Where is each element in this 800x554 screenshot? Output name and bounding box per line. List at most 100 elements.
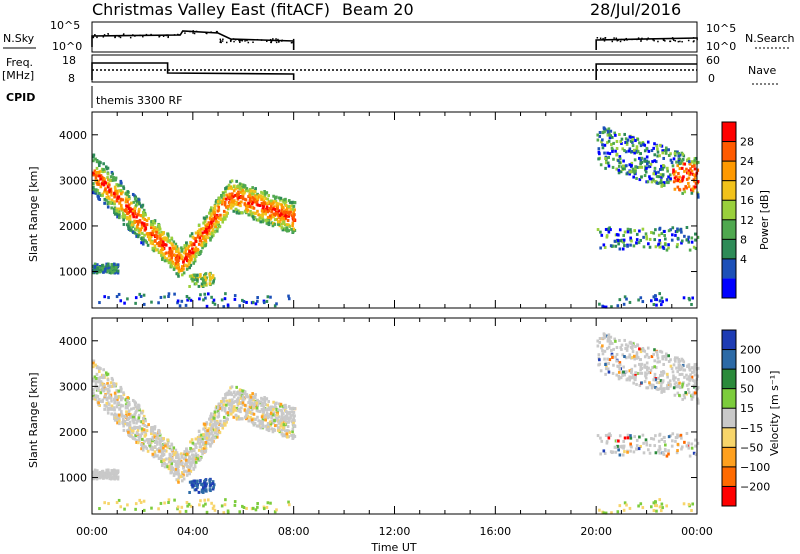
power-cell (165, 257, 168, 261)
velocity-cell (661, 357, 665, 361)
power-cell (204, 241, 208, 245)
power-cell (140, 226, 144, 230)
velocity-cell (646, 386, 650, 390)
velocity-cell (120, 410, 123, 414)
velocity-cell (210, 430, 214, 434)
velocity-cell (169, 455, 173, 459)
velocity-cell (95, 377, 98, 381)
velocity-cell (634, 371, 637, 375)
power-cell (232, 185, 236, 189)
velocity-cell (96, 394, 100, 398)
velocity-cell (190, 464, 193, 468)
velocity-cell (99, 383, 102, 387)
power-cell (638, 156, 641, 160)
power-cell (105, 191, 109, 195)
velocity-cell (187, 450, 191, 454)
power-cell (262, 204, 265, 208)
velocity-cell (101, 398, 105, 402)
velocity-cell (691, 502, 695, 506)
velocity-cell (216, 406, 220, 410)
velocity-cell (208, 417, 211, 421)
velocity-cell (661, 506, 664, 510)
nsky-point (652, 38, 654, 41)
colorbar-frame (721, 121, 737, 299)
velocity-cell (607, 436, 611, 440)
colorbar-tick-label: 200 (740, 344, 761, 357)
power-cell (173, 254, 177, 258)
velocity-cell (637, 504, 640, 508)
velocity-cell (618, 453, 622, 457)
power-cell (688, 248, 692, 252)
power-cell (640, 165, 644, 169)
power-cell (172, 266, 176, 270)
velocity-cell (615, 359, 618, 363)
velocity-cell (124, 404, 128, 408)
power-cell (631, 167, 635, 171)
power-cell (287, 199, 291, 203)
velocity-cell (659, 379, 663, 383)
velocity-cell (603, 451, 607, 455)
velocity-cell (136, 418, 140, 422)
power-cell (674, 233, 677, 237)
velocity-cell (264, 403, 267, 407)
power-cell (180, 248, 184, 252)
velocity-cell (133, 412, 137, 416)
velocity-cell (673, 357, 677, 361)
power-cell (175, 247, 178, 251)
velocity-cell (624, 356, 628, 360)
power-cell (624, 141, 627, 145)
velocity-cell (246, 395, 250, 399)
nsky-point (616, 39, 619, 42)
velocity-cell (194, 437, 198, 441)
power-cell (112, 176, 115, 180)
power-cell (691, 187, 694, 191)
power-cell (616, 238, 619, 242)
power-cell (658, 245, 662, 249)
power-cell (640, 156, 644, 160)
velocity-cell (691, 393, 694, 397)
velocity-cell (272, 421, 275, 425)
velocity-cell (621, 353, 625, 357)
power-cell (681, 176, 684, 180)
velocity-cell (167, 467, 171, 471)
velocity-cell (131, 430, 135, 434)
colorbar-swatch (722, 369, 736, 389)
power-cell (626, 138, 630, 142)
velocity-cell (200, 490, 204, 494)
power-cell (293, 201, 297, 205)
power-cell (625, 142, 629, 146)
velocity-cell (680, 372, 684, 376)
power-cell (622, 167, 625, 171)
velocity-cell (144, 433, 147, 437)
power-cell (164, 238, 167, 242)
power-cell (117, 183, 121, 187)
velocity-cell (692, 379, 696, 383)
velocity-cell (649, 368, 653, 372)
velocity-cell (127, 401, 131, 405)
velocity-cell (199, 438, 202, 442)
power-cells (92, 126, 700, 309)
velocity-cell (259, 400, 263, 404)
power-cell (628, 300, 632, 304)
velocity-cell (174, 456, 178, 460)
power-cell (192, 261, 196, 265)
velocity-cell (125, 413, 128, 417)
velocity-cell (604, 511, 608, 515)
power-cell (127, 203, 131, 207)
velocity-cell (163, 462, 166, 466)
velocity-cell (92, 392, 95, 396)
power-cell (218, 196, 221, 200)
velocity-cell (176, 478, 180, 482)
velocity-cell (193, 465, 197, 469)
velocity-cell (648, 381, 651, 385)
power-cell (597, 147, 601, 151)
velocity-cell (202, 427, 205, 431)
velocity-cell (682, 502, 686, 506)
power-cell (162, 242, 165, 246)
colorbar-tick-label: 24 (740, 155, 754, 168)
power-cell (104, 188, 107, 192)
velocity-cell (617, 370, 621, 374)
power-cell (663, 229, 666, 233)
velocity-cell (205, 421, 209, 425)
velocity-cell (232, 415, 236, 419)
